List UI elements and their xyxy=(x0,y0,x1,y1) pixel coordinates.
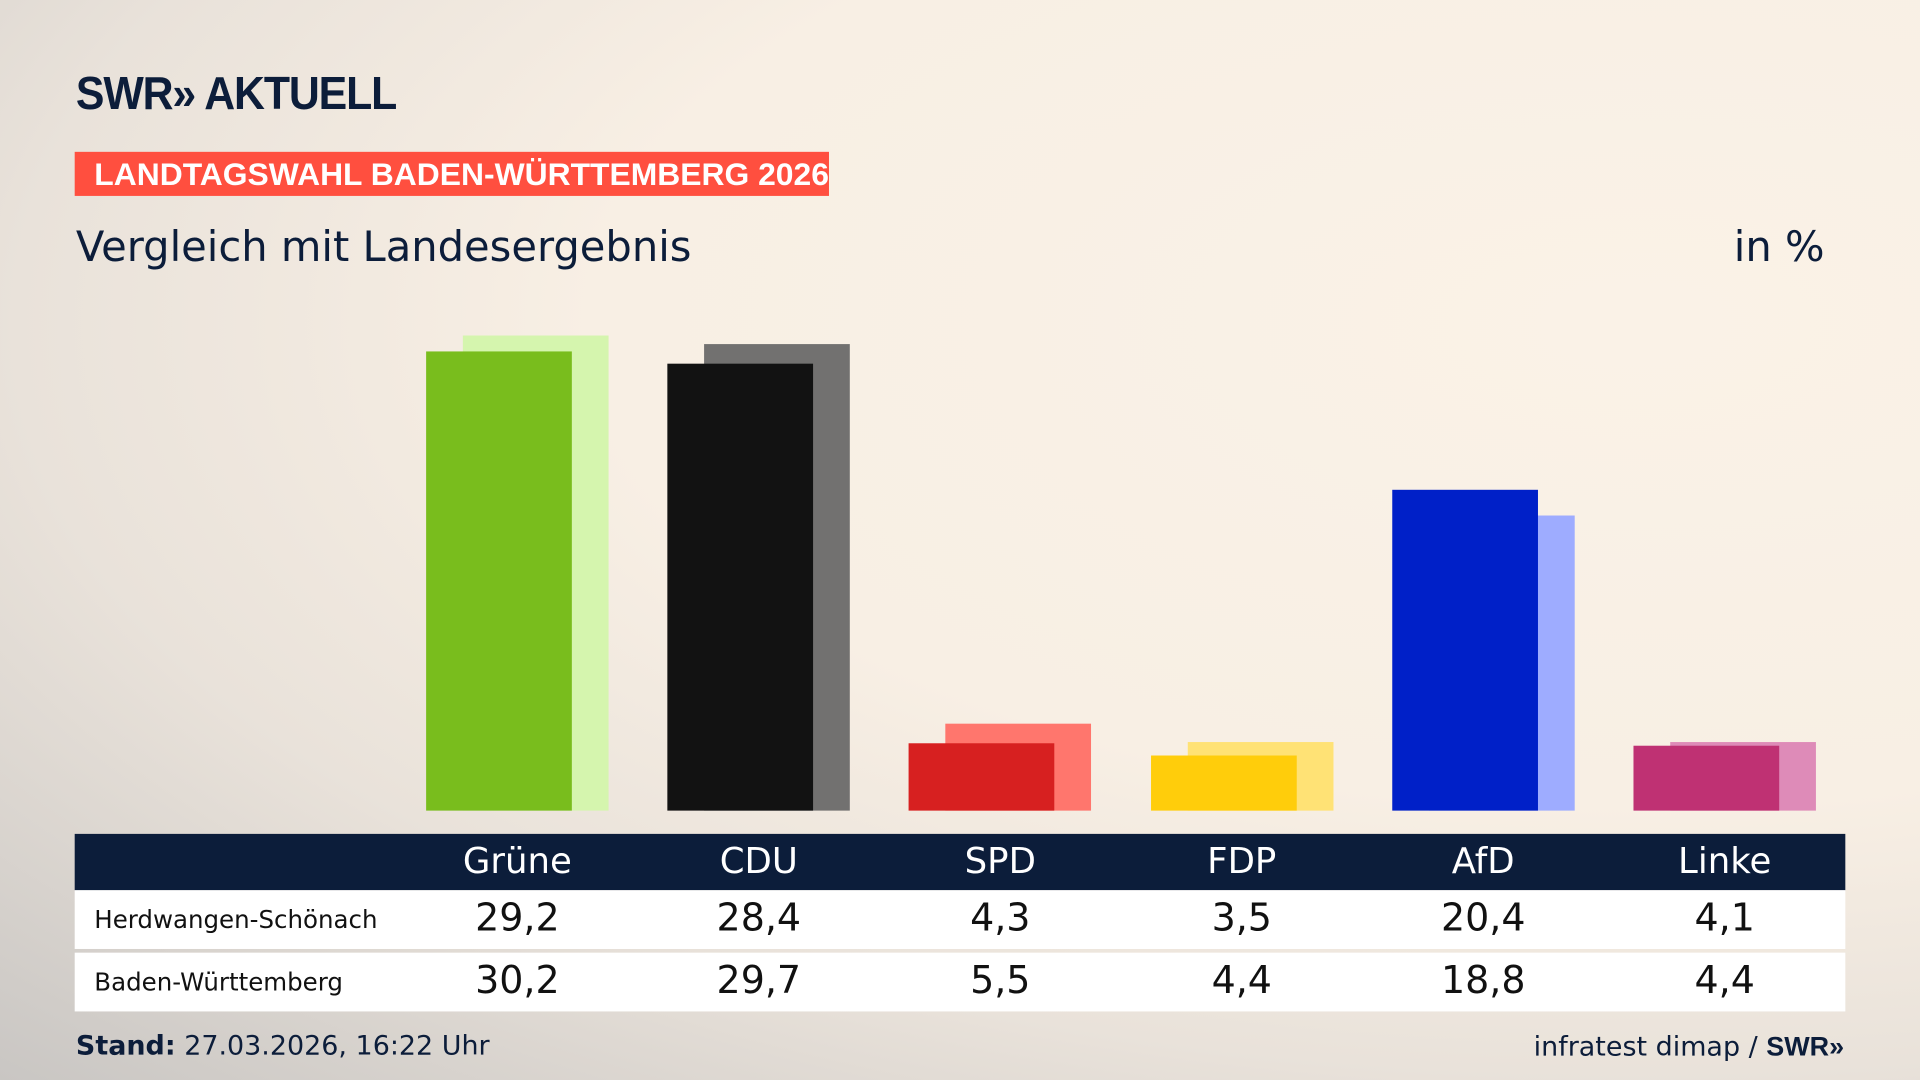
value-label: 29,7 xyxy=(716,958,802,1003)
results-table: Grüne CDU SPD FDP AfD Linke Herdwangen-Schöna… xyxy=(74,833,1846,1012)
bar-wahlkreis-1 xyxy=(667,364,814,811)
bar-wahlkreis-0 xyxy=(426,351,572,811)
value-label: 3,5 xyxy=(1211,896,1272,941)
bar-wahlkreis-2 xyxy=(909,743,1055,811)
value-label: 5,5 xyxy=(970,958,1031,1003)
table-row: Baden-Württemberg 30,2 29,7 5,5 4,4 18,8 4,4 xyxy=(74,952,1846,1012)
party-label: CDU xyxy=(719,840,798,882)
bar-wahlkreis-5 xyxy=(1633,746,1780,811)
table-row: Herdwangen-Schönach 29,2 28,4 4,3 3,5 20,4 4,… xyxy=(74,890,1846,949)
stand-value: 27.03.2026, 16:22 Uhr xyxy=(184,1031,490,1062)
value-label: 30,2 xyxy=(475,958,560,1003)
chart-subtitle: Vergleich mit Landesergebnis xyxy=(75,222,692,272)
value-label: 4,1 xyxy=(1694,896,1755,941)
unit-label: in % xyxy=(1733,222,1825,272)
value-label: 28,4 xyxy=(716,896,802,941)
party-header-row: Grüne CDU SPD FDP AfD Linke xyxy=(74,833,1846,891)
value-label: 4,3 xyxy=(970,896,1031,941)
row-label: Herdwangen-Schönach xyxy=(94,904,378,935)
value-label: 20,4 xyxy=(1440,896,1526,941)
swr-logo: SWR» xyxy=(1766,1031,1845,1062)
value-label: 18,8 xyxy=(1440,958,1526,1003)
bar-wahlkreis-3 xyxy=(1150,755,1297,811)
value-label: 29,2 xyxy=(475,896,560,941)
value-label: 4,4 xyxy=(1211,958,1272,1003)
row-label: Baden-Württemberg xyxy=(94,967,343,997)
stand-label: Stand: xyxy=(75,1031,176,1062)
party-label: AfD xyxy=(1451,840,1515,882)
election-banner: LANDTAGSWAHL BADEN-WÜRTTEMBERG 2026 xyxy=(74,151,829,196)
value-label: 4,4 xyxy=(1694,958,1755,1003)
party-label: Grüne xyxy=(462,840,572,882)
party-label: Linke xyxy=(1678,840,1772,882)
source-text: infratest dimap / xyxy=(1533,1032,1758,1063)
timestamp: Stand: 27.03.2026, 16:22 Uhr xyxy=(76,1031,490,1062)
swr-aktuell-logo: SWR» AKTUELL xyxy=(75,68,397,121)
party-label: FDP xyxy=(1207,840,1277,882)
party-label: SPD xyxy=(964,840,1036,882)
bar-wahlkreis-4 xyxy=(1392,489,1538,811)
source: infratest dimap / SWR» xyxy=(1534,1031,1844,1063)
